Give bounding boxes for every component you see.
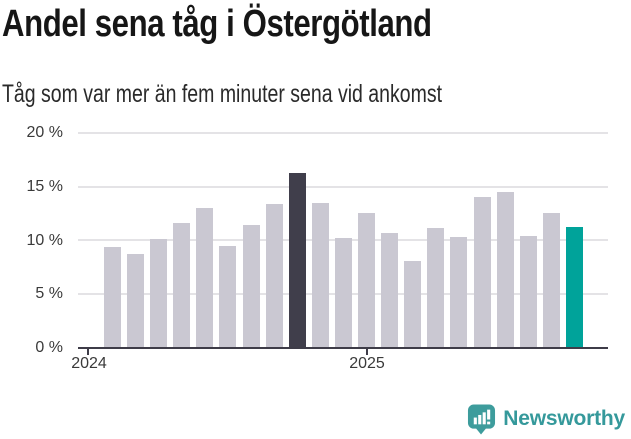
bar <box>334 238 352 348</box>
x-axis-tick-label: 2025 <box>349 355 385 372</box>
bar <box>196 208 214 348</box>
bar <box>542 213 560 348</box>
bar <box>265 203 283 348</box>
bar <box>404 260 422 348</box>
bar <box>496 192 514 348</box>
newsworthy-bar-chart-icon <box>468 404 496 434</box>
bars-layer <box>78 133 608 348</box>
bar <box>519 235 537 348</box>
gridline-15pct <box>78 185 608 188</box>
x-axis-tick-2024 <box>87 348 89 355</box>
bar <box>427 228 445 348</box>
y-axis-tick-label: 15 % <box>26 177 63 195</box>
bar <box>311 202 329 348</box>
plot-area <box>78 132 608 349</box>
bar <box>450 237 468 348</box>
y-axis-tick-label: 20 % <box>26 124 63 141</box>
x-axis-tick-label: 2024 <box>71 355 107 372</box>
chart-subtitle: Tåg som var mer än fem minuter sena vid … <box>2 80 443 108</box>
newsworthy-logo[interactable]: Newsworthy <box>467 403 625 435</box>
bar <box>127 254 145 348</box>
bar <box>242 225 260 348</box>
bar <box>473 197 491 348</box>
bar <box>173 223 191 348</box>
chart-title: Andel sena tåg i Östergötland <box>2 3 432 45</box>
x-axis-line <box>78 346 608 349</box>
bar <box>565 227 583 348</box>
bar <box>288 172 306 348</box>
newsworthy-logo-text: Newsworthy <box>503 407 625 430</box>
bar <box>358 213 376 348</box>
gridline-20pct <box>78 132 608 134</box>
bar <box>219 245 237 348</box>
bar <box>150 239 168 348</box>
x-axis-tick-2025 <box>366 348 368 355</box>
y-axis-tick-label: 5 % <box>35 285 63 302</box>
bar <box>381 232 399 348</box>
bar <box>104 246 121 348</box>
y-axis-tick-label: 10 % <box>26 231 63 249</box>
y-axis-tick-label: 0 % <box>35 338 63 356</box>
